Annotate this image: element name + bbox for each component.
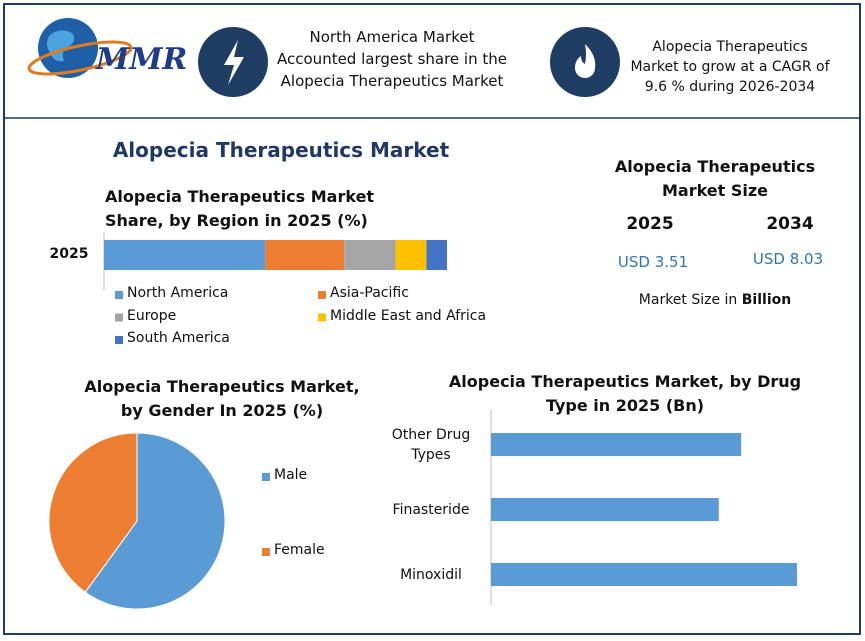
chart-title: Alopecia Therapeutics Market Share, by R… bbox=[105, 187, 375, 230]
legend-label: Female bbox=[274, 542, 325, 558]
size-note: Market Size in Billion bbox=[595, 292, 835, 308]
y-tick-label: Finasteride bbox=[392, 502, 470, 518]
size-value: USD 3.51 bbox=[617, 253, 689, 271]
legend-swatch bbox=[115, 336, 123, 344]
legend-swatch bbox=[115, 291, 123, 299]
bar bbox=[491, 498, 719, 521]
y-tick-label: Other Drug Types bbox=[391, 427, 471, 463]
bar bbox=[491, 433, 742, 456]
y-tick-label: 2025 bbox=[49, 246, 89, 262]
legend-label: South America bbox=[127, 330, 230, 346]
legend-label: Asia-Pacific bbox=[330, 285, 409, 301]
legend-label: Male bbox=[274, 467, 308, 483]
logo-swoosh bbox=[27, 40, 133, 76]
bar-segment bbox=[104, 240, 266, 270]
bar-segment bbox=[395, 240, 427, 270]
bar bbox=[491, 563, 797, 586]
bar-segment bbox=[426, 240, 447, 270]
legend-label: North America bbox=[127, 285, 229, 301]
legend-label: Middle East and Africa bbox=[330, 307, 487, 324]
legend-swatch bbox=[262, 548, 270, 556]
pie-slice bbox=[84, 432, 226, 610]
size-value: USD 8.03 bbox=[752, 250, 824, 268]
chart-title: Alopecia Therapeutics Market, by Gender … bbox=[84, 377, 360, 420]
size-year: 2034 bbox=[766, 214, 814, 234]
frame bbox=[3, 3, 861, 635]
info-text: Alopecia Therapeutics Market to grow at … bbox=[630, 39, 830, 95]
legend-label: Europe bbox=[127, 307, 177, 324]
legend-swatch bbox=[318, 291, 326, 299]
info-text: North America Market Accounted largest s… bbox=[277, 28, 507, 90]
legend-swatch bbox=[262, 473, 270, 481]
y-tick-label: Minoxidil bbox=[400, 567, 462, 583]
bar-segment bbox=[344, 240, 396, 270]
legend-swatch bbox=[115, 313, 123, 322]
main-title: Alopecia Therapeutics Market bbox=[112, 138, 450, 162]
chart-title: Alopecia Therapeutics Market, by Drug Ty… bbox=[448, 372, 802, 415]
legend-swatch bbox=[318, 313, 326, 322]
icon-flame bbox=[575, 44, 596, 78]
note-unit: Billion bbox=[741, 292, 792, 308]
size-year: 2025 bbox=[626, 214, 674, 234]
logo-text: MMR bbox=[96, 42, 188, 77]
icon-bolt bbox=[224, 40, 244, 85]
size-title: Alopecia Therapeutics Market Size bbox=[614, 157, 816, 200]
pie-slice bbox=[48, 432, 138, 593]
bar-segment bbox=[265, 240, 345, 270]
note-text: Market Size in bbox=[638, 292, 738, 308]
icon-circle bbox=[550, 27, 620, 97]
